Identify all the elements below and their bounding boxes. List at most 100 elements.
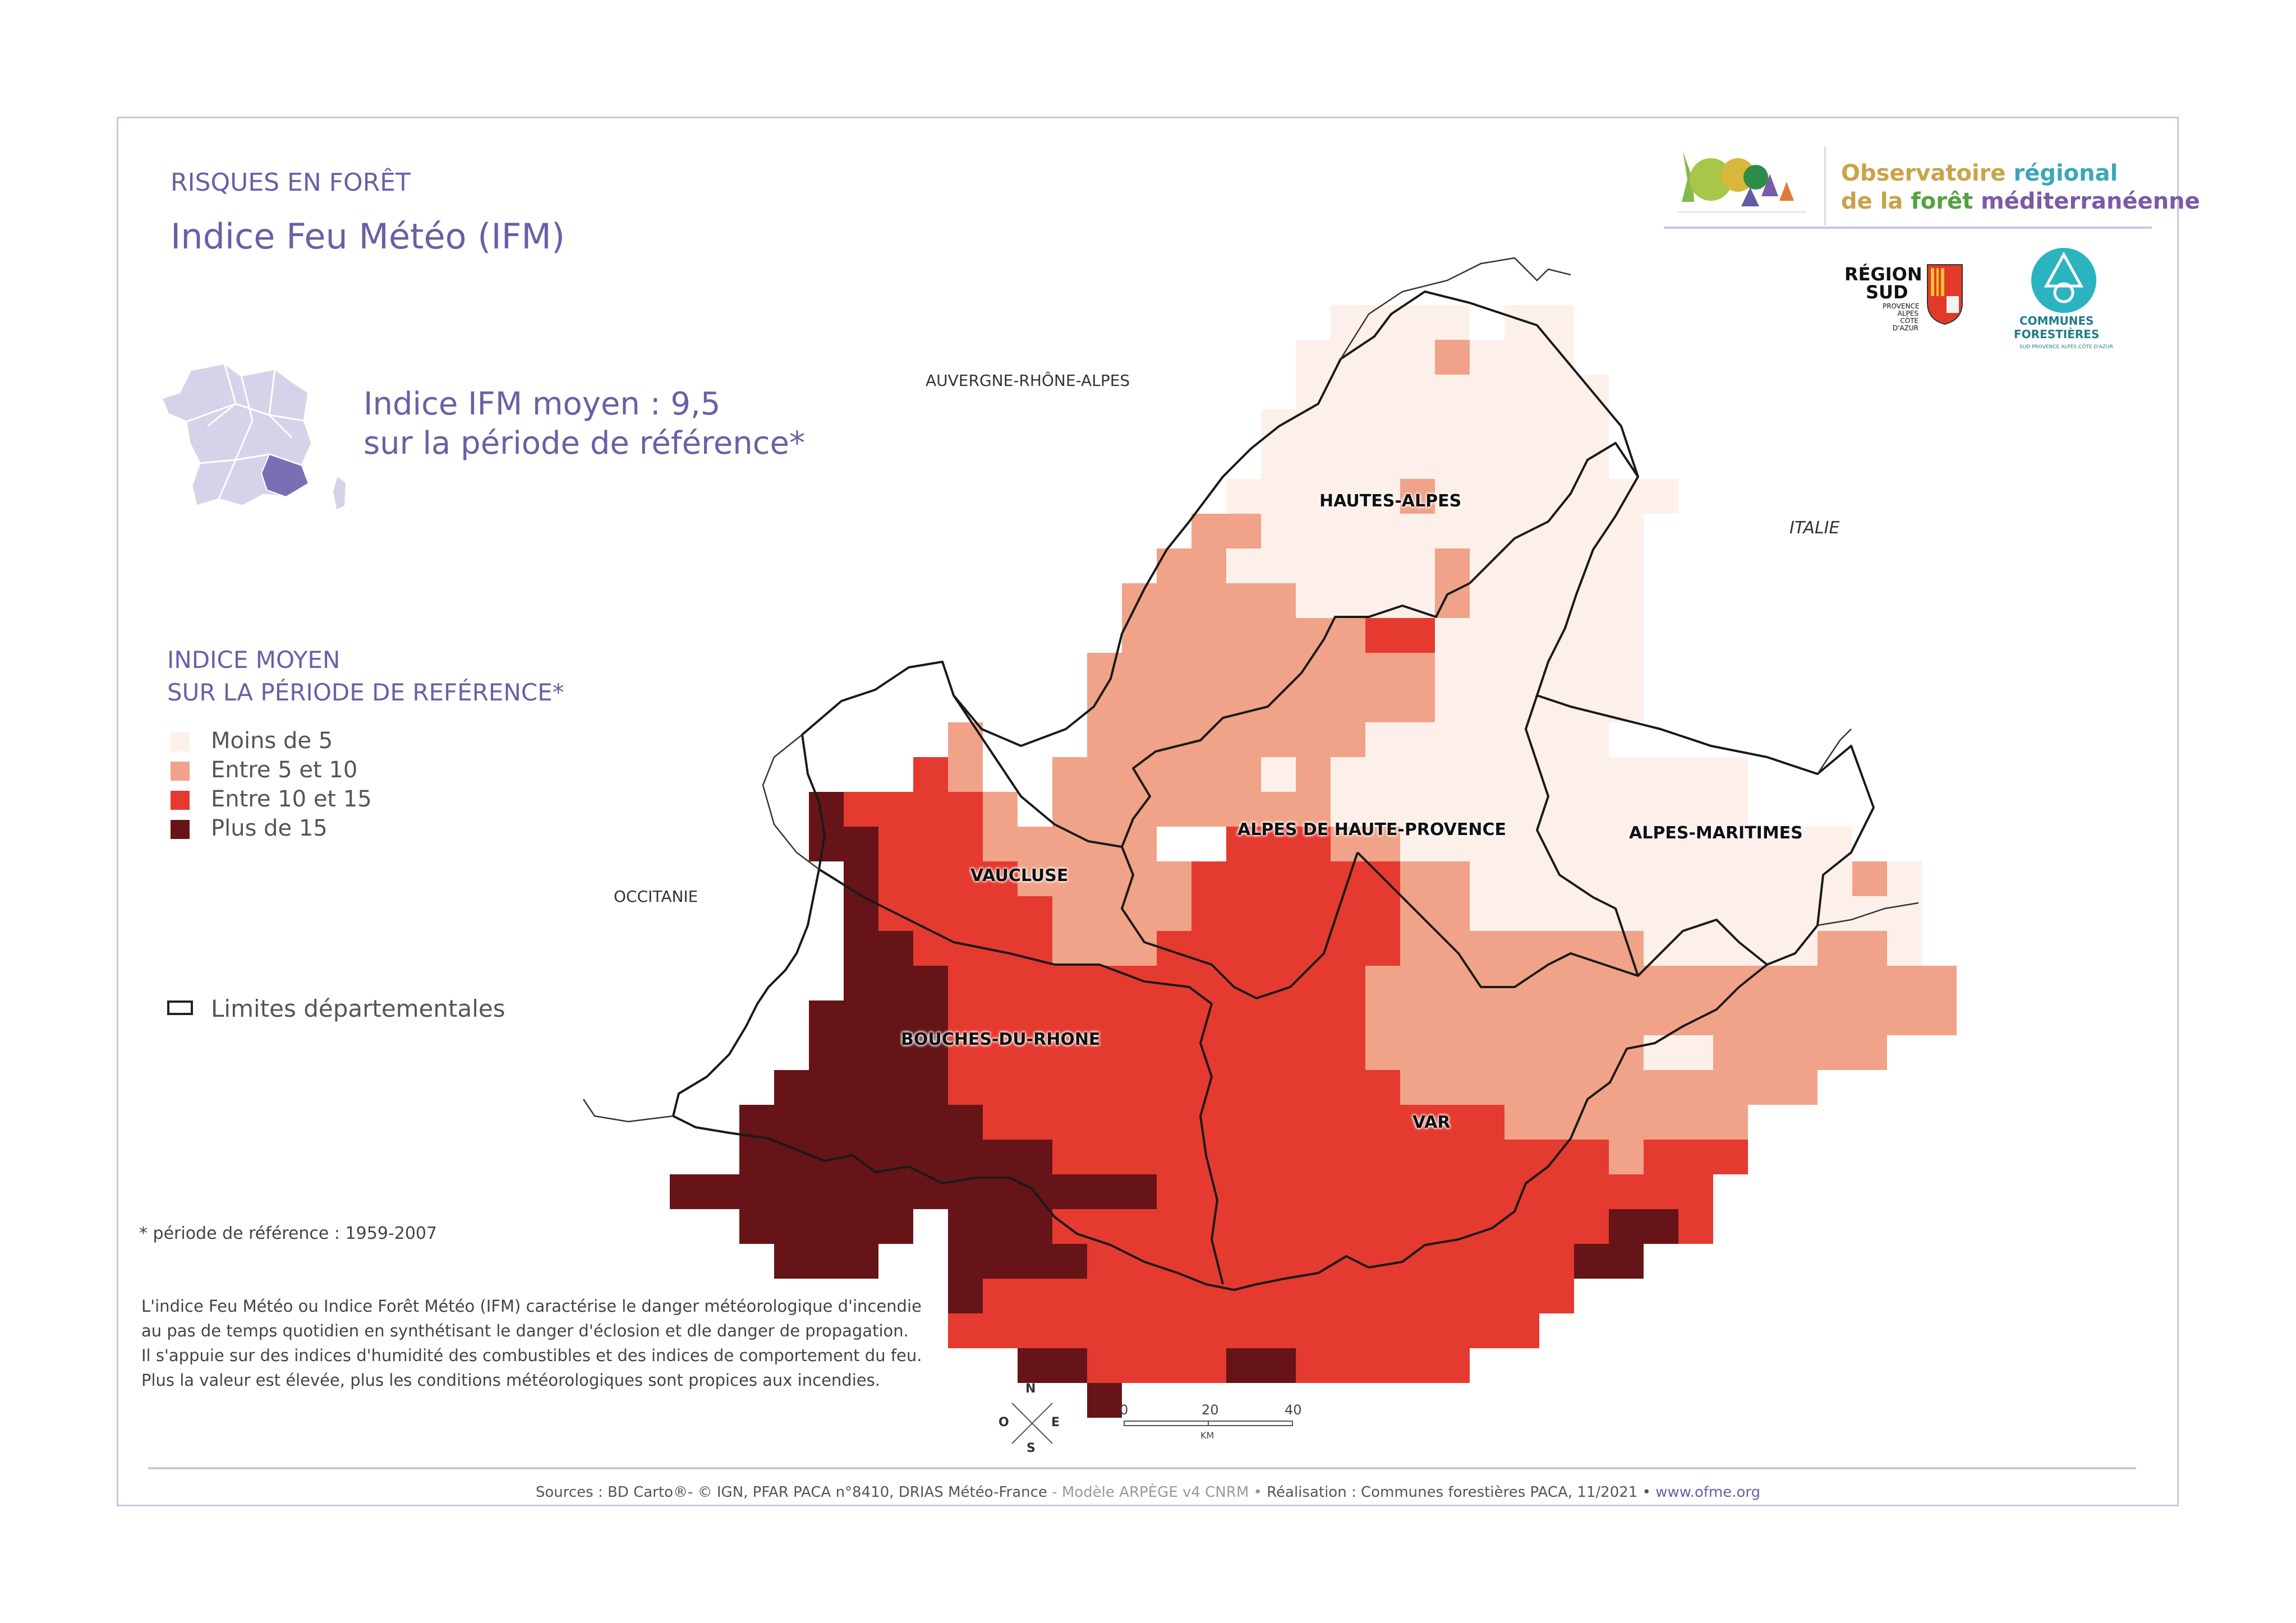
ifm-grid-cell xyxy=(844,827,878,861)
neighbor-label-north: AUVERGNE-RHÔNE-ALPES xyxy=(926,371,1130,390)
ifm-grid-cell xyxy=(1574,1000,1609,1035)
ifm-grid-cell xyxy=(1261,479,1296,514)
ifm-grid-cell xyxy=(1435,653,1470,688)
ifm-grid-cell xyxy=(1226,896,1261,931)
ifm-grid-cell xyxy=(1748,1000,1783,1035)
ifm-grid-cell xyxy=(1470,583,1504,618)
ifm-grid-cell xyxy=(1331,1313,1365,1348)
scale-bar xyxy=(1124,1421,1293,1426)
ifm-grid-cell xyxy=(1435,1105,1470,1140)
ifm-grid-cell xyxy=(1609,1105,1644,1140)
ifm-grid-cell xyxy=(1818,896,1852,931)
ifm-grid-cell xyxy=(809,827,844,861)
ifm-grid-cell xyxy=(1470,1244,1504,1279)
ifm-grid-cell xyxy=(1435,409,1470,444)
ifm-grid-cell xyxy=(1365,1035,1400,1070)
compass-east: E xyxy=(1051,1415,1060,1430)
ifm-grid-cell xyxy=(1122,1209,1157,1244)
ifm-grid-cell xyxy=(983,1174,1018,1209)
ifm-grid-cell xyxy=(1400,653,1435,688)
footer-website-link[interactable]: www.ofme.org xyxy=(1655,1484,1761,1501)
ifm-grid-cell xyxy=(1365,444,1400,479)
ifm-grid-cell xyxy=(1261,1209,1296,1244)
ifm-grid-cell xyxy=(1504,827,1539,861)
ifm-grid-cell xyxy=(1539,722,1574,757)
description-line: Il s'appuie sur des indices d'humidité d… xyxy=(141,1346,922,1365)
ifm-grid-cell xyxy=(809,792,844,827)
ifm-grid-cell xyxy=(1609,757,1644,792)
ifm-grid-cell xyxy=(1504,444,1539,479)
ifm-grid-cell xyxy=(1678,896,1713,931)
ifm-grid-cell xyxy=(1365,931,1400,966)
ifm-grid-cell xyxy=(1226,861,1261,896)
description-line: au pas de temps quotidien en synthétisan… xyxy=(141,1321,909,1340)
ifm-grid-cell xyxy=(1574,1105,1609,1140)
ifm-grid-cell xyxy=(913,827,948,861)
ifm-grid-cell xyxy=(1470,1000,1504,1035)
ifm-grid-cell xyxy=(1018,1070,1052,1105)
ofme-word-observatoire: Observatoire xyxy=(1841,160,2006,186)
ifm-grid-cell xyxy=(844,792,878,827)
ifm-grid-cell xyxy=(1504,1313,1539,1348)
ifm-grid-cell xyxy=(1713,1070,1748,1105)
ifm-grid-cell xyxy=(1087,1174,1122,1209)
ifm-grid-cell xyxy=(1157,1035,1191,1070)
ifm-grid-cell xyxy=(1609,931,1644,966)
department-label-alpes-de-haute-provence: ALPES DE HAUTE-PROVENCE xyxy=(1237,820,1506,840)
header-separator xyxy=(1664,227,2152,229)
ifm-grid-cell xyxy=(1226,618,1261,653)
ifm-grid-cell xyxy=(1400,444,1435,479)
ifm-grid-cell xyxy=(1504,548,1539,583)
ifm-grid-cell xyxy=(1226,1035,1261,1070)
ifm-grid-cell xyxy=(1435,757,1470,792)
ifm-grid-cell xyxy=(1574,618,1609,653)
ifm-grid-cell xyxy=(1470,896,1504,931)
ifm-grid-cell xyxy=(1574,792,1609,827)
ifm-grid-cell xyxy=(1052,1000,1087,1035)
ifm-grid-cell xyxy=(1261,653,1296,688)
ifm-grid-cell xyxy=(1226,479,1261,514)
ifm-grid-cell xyxy=(1818,1000,1852,1035)
ifm-grid-cell xyxy=(1435,375,1470,409)
ifm-grid-cell xyxy=(1365,1140,1400,1174)
ifm-grid-cell xyxy=(1296,1000,1331,1035)
ifm-grid-cell xyxy=(1470,375,1504,409)
ifm-grid-cell xyxy=(948,861,983,896)
ifm-grid-cell xyxy=(1470,966,1504,1000)
ifm-grid-cell xyxy=(1087,931,1122,966)
ifm-grid-cell xyxy=(1435,1035,1470,1070)
ifm-grid-cell xyxy=(1887,861,1922,896)
ifm-grid-cell xyxy=(1818,931,1852,966)
ifm-grid-cell xyxy=(809,1000,844,1035)
ifm-grid-cell xyxy=(1470,1209,1504,1244)
ifm-grid-cell xyxy=(948,1313,983,1348)
ifm-grid-cell xyxy=(1609,514,1644,548)
ifm-grid-cell xyxy=(1296,340,1331,375)
legend-label: Plus de 15 xyxy=(211,815,328,841)
ifm-grid-cell xyxy=(1470,792,1504,827)
ifm-grid-cell xyxy=(1783,1035,1818,1070)
ifm-grid-cell xyxy=(1331,1348,1365,1383)
region-sud-shield-icon xyxy=(1927,264,1963,325)
ifm-grid-cell xyxy=(1400,479,1435,514)
ifm-grid-cell xyxy=(983,1209,1018,1244)
ifm-grid-cell xyxy=(1400,340,1435,375)
ifm-grid-cell xyxy=(1365,653,1400,688)
scale-tick-40: 40 xyxy=(1285,1402,1302,1418)
ifm-grid-cell xyxy=(1713,861,1748,896)
legend-label: Moins de 5 xyxy=(211,728,333,754)
ifm-grid-cell xyxy=(1470,1070,1504,1105)
ofme-title-line1: Observatoire régional xyxy=(1841,160,2118,186)
ifm-grid-cell xyxy=(1748,861,1783,896)
ifm-grid-cell xyxy=(948,1209,983,1244)
ifm-grid-cell xyxy=(1331,583,1365,618)
ifm-grid-cell xyxy=(1052,792,1087,827)
ifm-grid-cell xyxy=(1678,1035,1713,1070)
ifm-grid-cell xyxy=(1226,1348,1261,1383)
ifm-grid-cell xyxy=(1539,1105,1574,1140)
ifm-grid-cell xyxy=(1400,757,1435,792)
ifm-grid-cell xyxy=(844,931,878,966)
ifm-grid-cell xyxy=(1122,896,1157,931)
ifm-grid-cell xyxy=(1400,1348,1435,1383)
ifm-grid-cell xyxy=(1470,409,1504,444)
